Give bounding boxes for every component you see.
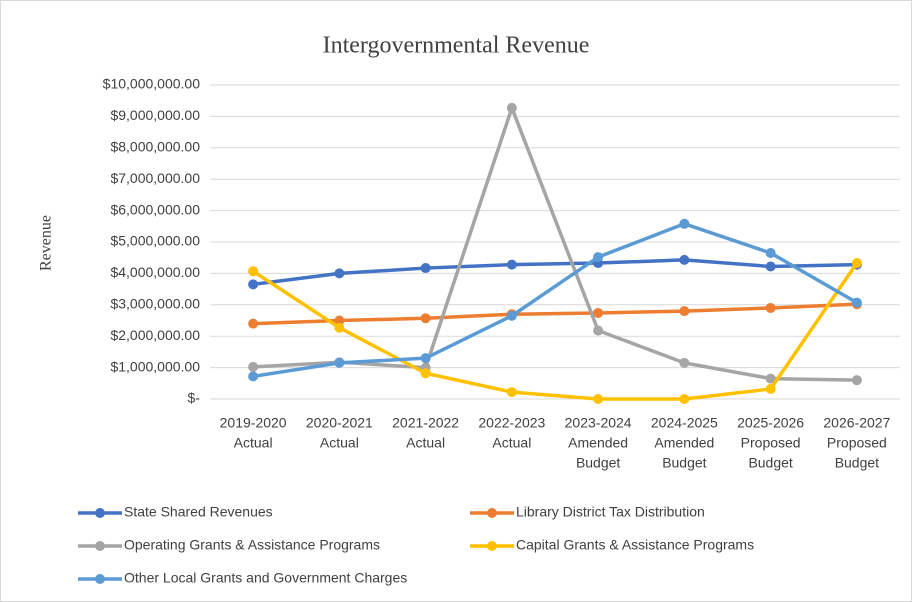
data-point <box>248 318 259 329</box>
legend-label: State Shared Revenues <box>124 504 273 520</box>
x-tick-label: Actual <box>492 435 531 451</box>
x-tick-label: 2024-2025 <box>651 415 718 431</box>
x-tick-label: Budget <box>748 455 792 471</box>
y-tick-label: $1,000,000.00 <box>110 358 200 374</box>
series-line <box>252 222 858 379</box>
x-tick-label: Amended <box>568 435 628 451</box>
data-point <box>765 383 776 394</box>
x-tick-label: Proposed <box>741 435 801 451</box>
legend-marker <box>95 574 105 584</box>
data-point <box>679 306 690 317</box>
data-point <box>851 297 862 308</box>
x-tick-label: 2026-2027 <box>823 415 890 431</box>
y-axis-label: Revenue <box>38 215 55 271</box>
x-tick-label: Budget <box>576 455 620 471</box>
data-point <box>334 315 345 326</box>
x-tick-label: 2023-2024 <box>565 415 632 431</box>
data-point <box>593 394 604 404</box>
data-point <box>593 325 604 336</box>
y-tick-label: $10,000,000.00 <box>103 76 201 92</box>
data-point <box>679 218 690 229</box>
data-point <box>765 247 776 258</box>
y-tick-label: $2,000,000.00 <box>110 327 200 343</box>
series-line <box>252 258 857 287</box>
legend-marker <box>95 508 105 518</box>
legend-label: Other Local Grants and Government Charge… <box>124 570 407 586</box>
x-tick-label: 2020-2021 <box>306 415 373 431</box>
x-tick-label: 2021-2022 <box>392 415 459 431</box>
data-point <box>506 387 517 398</box>
data-point <box>679 394 690 404</box>
data-point <box>420 263 431 274</box>
data-point <box>248 361 259 372</box>
data-point <box>334 268 345 279</box>
y-tick-label: $9,000,000.00 <box>110 107 200 123</box>
data-point <box>765 261 776 272</box>
legend-label: Capital Grants & Assistance Programs <box>516 537 754 553</box>
y-tick-label: $5,000,000.00 <box>110 233 200 249</box>
data-point <box>765 373 776 384</box>
data-point <box>420 313 431 324</box>
x-tick-label: Budget <box>662 455 706 471</box>
x-tick-label: Actual <box>234 435 273 451</box>
x-tick-label: 2019-2020 <box>220 415 287 431</box>
legend-marker <box>487 508 497 518</box>
y-tick-label: $- <box>188 390 201 406</box>
series-line <box>253 302 857 326</box>
data-point <box>593 307 604 318</box>
y-tick-label: $3,000,000.00 <box>110 296 200 312</box>
data-point <box>765 302 776 313</box>
data-point <box>248 371 259 382</box>
data-point <box>679 357 690 368</box>
x-tick-label: Proposed <box>827 435 887 451</box>
data-point <box>851 375 862 386</box>
x-tick-label: 2022-2023 <box>478 415 545 431</box>
y-tick-label: $7,000,000.00 <box>110 170 200 186</box>
x-tick-label: Actual <box>406 435 445 451</box>
x-tick-label: 2025-2026 <box>737 415 804 431</box>
data-point <box>334 357 345 368</box>
legend-label: Library District Tax Distribution <box>516 504 705 520</box>
data-point <box>851 258 862 269</box>
series-line <box>252 262 859 401</box>
data-point <box>506 310 517 321</box>
data-point <box>420 353 431 364</box>
data-point <box>593 252 604 263</box>
x-tick-label: Actual <box>320 435 359 451</box>
data-point <box>506 102 517 113</box>
legend-label: Operating Grants & Assistance Programs <box>124 537 380 553</box>
legend-marker <box>95 541 105 551</box>
data-point <box>248 279 259 290</box>
data-point <box>248 266 259 277</box>
y-tick-label: $4,000,000.00 <box>110 264 200 280</box>
x-tick-label: Budget <box>835 455 879 471</box>
chart-title: Intergovernmental Revenue <box>323 33 590 59</box>
x-tick-label: Amended <box>654 435 714 451</box>
data-point <box>334 322 345 333</box>
data-point <box>506 259 517 270</box>
data-point <box>679 254 690 265</box>
data-point <box>420 368 431 379</box>
y-tick-label: $8,000,000.00 <box>110 139 200 155</box>
y-tick-label: $6,000,000.00 <box>110 201 200 217</box>
legend-marker <box>487 541 497 551</box>
